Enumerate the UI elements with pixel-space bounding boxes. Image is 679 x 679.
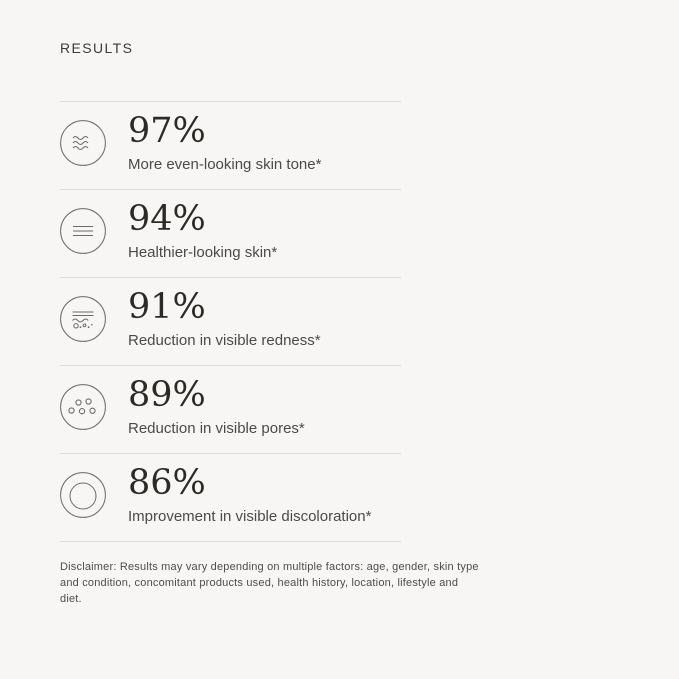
result-percent: 91% — [128, 286, 206, 327]
result-row: 91% Reduction in visible redness* — [60, 277, 401, 365]
result-description: Improvement in visible discoloration* — [128, 507, 372, 525]
page-title: RESULTS — [60, 40, 134, 56]
result-description: More even-looking skin tone* — [128, 155, 322, 173]
disclaimer: Disclaimer: Results may vary depending o… — [60, 541, 479, 607]
results-list: 97% More even-looking skin tone* 94% Hea… — [60, 101, 401, 541]
horizontal-lines-icon — [60, 207, 106, 254]
result-percent: 97% — [128, 110, 206, 151]
waves-icon — [60, 119, 106, 166]
result-description: Reduction in visible pores* — [128, 419, 305, 437]
disclaimer-line: Disclaimer: Results may vary depending o… — [60, 561, 479, 573]
disclaimer-line: and condition, concomitant products used… — [60, 577, 459, 589]
result-description: Healthier-looking skin* — [128, 243, 278, 261]
result-row: 97% More even-looking skin tone* — [60, 101, 401, 189]
pores-icon — [60, 383, 106, 430]
result-percent: 86% — [128, 462, 206, 503]
concentric-circles-icon — [60, 471, 106, 518]
results-panel: RESULTS 97% More even-looking skin tone* — [60, 40, 479, 607]
disclaimer-line: diet. — [60, 593, 82, 605]
result-row: 89% Reduction in visible pores* — [60, 365, 401, 453]
result-row: 86% Improvement in visible discoloration… — [60, 453, 401, 541]
result-percent: 89% — [128, 374, 206, 415]
skin-texture-icon — [60, 295, 106, 342]
result-description: Reduction in visible redness* — [128, 331, 321, 349]
result-row: 94% Healthier-looking skin* — [60, 189, 401, 277]
result-percent: 94% — [128, 198, 206, 239]
